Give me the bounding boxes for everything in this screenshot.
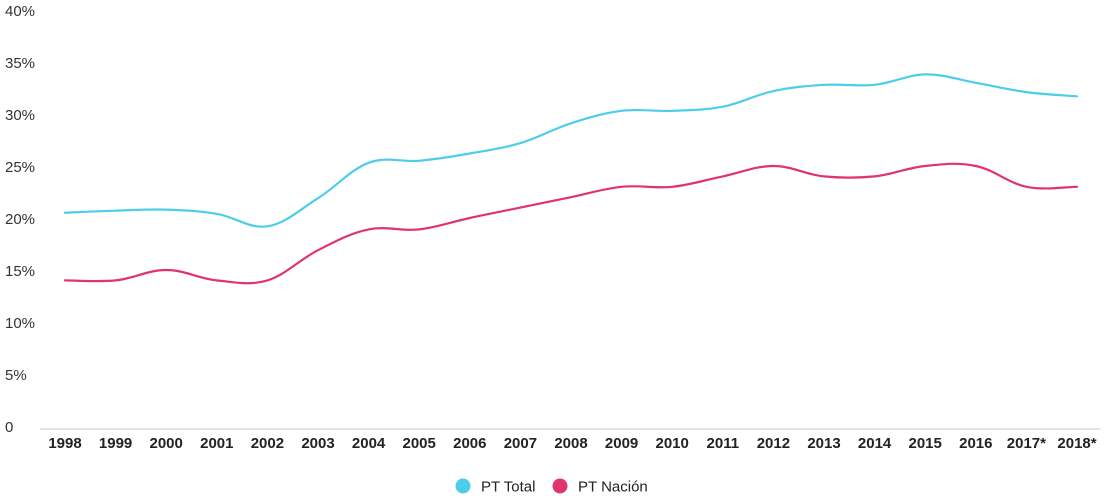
x-tick-label: 2012 xyxy=(757,435,790,452)
data-point[interactable] xyxy=(922,163,928,169)
data-point[interactable] xyxy=(770,88,776,94)
y-tick-label: 0 xyxy=(5,419,13,436)
x-tick-label: 2013 xyxy=(807,435,840,452)
y-tick-label: 30% xyxy=(5,107,35,124)
y-tick-label: 20% xyxy=(5,211,35,228)
data-point[interactable] xyxy=(619,108,625,114)
data-point[interactable] xyxy=(214,277,220,283)
x-tick-label: 2007 xyxy=(504,435,537,452)
y-axis-ticks: 0 5% 10% 15% 20% 25% 30% 35% 40% xyxy=(5,3,35,436)
data-point[interactable] xyxy=(1074,184,1080,190)
series-lines xyxy=(62,71,1080,285)
data-point[interactable] xyxy=(669,108,675,114)
data-point[interactable] xyxy=(821,82,827,88)
data-point[interactable] xyxy=(416,158,422,164)
data-point[interactable] xyxy=(62,210,68,216)
y-tick-label: 5% xyxy=(5,367,27,384)
y-tick-label: 40% xyxy=(5,3,35,20)
data-point[interactable] xyxy=(922,71,928,77)
data-point[interactable] xyxy=(1023,89,1029,95)
data-point[interactable] xyxy=(264,277,270,283)
data-point[interactable] xyxy=(467,150,473,156)
data-point[interactable] xyxy=(872,82,878,88)
x-tick-label: 2001 xyxy=(200,435,233,452)
x-tick-label: 2016 xyxy=(959,435,992,452)
legend-label[interactable]: PT Total xyxy=(481,479,535,496)
data-point[interactable] xyxy=(315,195,321,201)
x-axis-ticks: 1998 1999 2000 2001 2002 2003 2004 2005 2006 2007… xyxy=(40,428,1100,452)
x-tick-label: 2003 xyxy=(301,435,334,452)
data-point[interactable] xyxy=(770,163,776,169)
x-tick-label: 2008 xyxy=(554,435,587,452)
x-tick-label: 2009 xyxy=(605,435,638,452)
x-tick-label: 2010 xyxy=(656,435,689,452)
data-point[interactable] xyxy=(113,208,119,214)
x-tick-label: 2005 xyxy=(403,435,436,452)
data-point[interactable] xyxy=(416,226,422,232)
data-point[interactable] xyxy=(669,184,675,190)
y-tick-label: 10% xyxy=(5,315,35,332)
data-point[interactable] xyxy=(264,223,270,229)
x-tick-label: 2018* xyxy=(1057,435,1096,452)
data-point[interactable] xyxy=(113,277,119,283)
y-tick-label: 25% xyxy=(5,159,35,176)
data-point[interactable] xyxy=(1023,184,1029,190)
x-tick-label: 2017* xyxy=(1007,435,1046,452)
x-tick-label: 2011 xyxy=(707,435,740,452)
data-point[interactable] xyxy=(315,247,321,253)
data-point[interactable] xyxy=(821,173,827,179)
data-point[interactable] xyxy=(720,104,726,110)
y-tick-label: 35% xyxy=(5,55,35,72)
x-tick-label: 2006 xyxy=(453,435,486,452)
x-tick-label: 2000 xyxy=(150,435,183,452)
data-point[interactable] xyxy=(568,194,574,200)
data-point[interactable] xyxy=(467,215,473,221)
x-tick-label: 2002 xyxy=(251,435,284,452)
data-point[interactable] xyxy=(366,226,372,232)
data-point[interactable] xyxy=(366,160,372,166)
legend-marker-icon xyxy=(552,478,568,494)
data-point[interactable] xyxy=(517,140,523,146)
x-tick-label: 1999 xyxy=(99,435,132,452)
data-point[interactable] xyxy=(973,80,979,86)
data-point[interactable] xyxy=(568,120,574,126)
data-point[interactable] xyxy=(62,277,68,283)
data-point[interactable] xyxy=(872,173,878,179)
data-point[interactable] xyxy=(163,207,169,213)
data-point[interactable] xyxy=(619,184,625,190)
data-point[interactable] xyxy=(1074,93,1080,99)
data-point[interactable] xyxy=(214,211,220,217)
x-tick-label: 2014 xyxy=(858,435,892,452)
y-tick-label: 15% xyxy=(5,263,35,280)
series-line-pt-nacion xyxy=(63,162,1079,285)
legend-marker-icon xyxy=(455,478,471,494)
data-point[interactable] xyxy=(517,205,523,211)
series-line-pt-total xyxy=(63,73,1079,228)
data-point[interactable] xyxy=(973,163,979,169)
legend: PT Total PT Nación xyxy=(455,478,648,496)
data-point[interactable] xyxy=(720,173,726,179)
legend-label[interactable]: PT Nación xyxy=(578,479,648,496)
x-tick-label: 1998 xyxy=(48,435,81,452)
x-tick-label: 2015 xyxy=(909,435,942,452)
x-tick-label: 2004 xyxy=(352,435,386,452)
data-point[interactable] xyxy=(163,267,169,273)
